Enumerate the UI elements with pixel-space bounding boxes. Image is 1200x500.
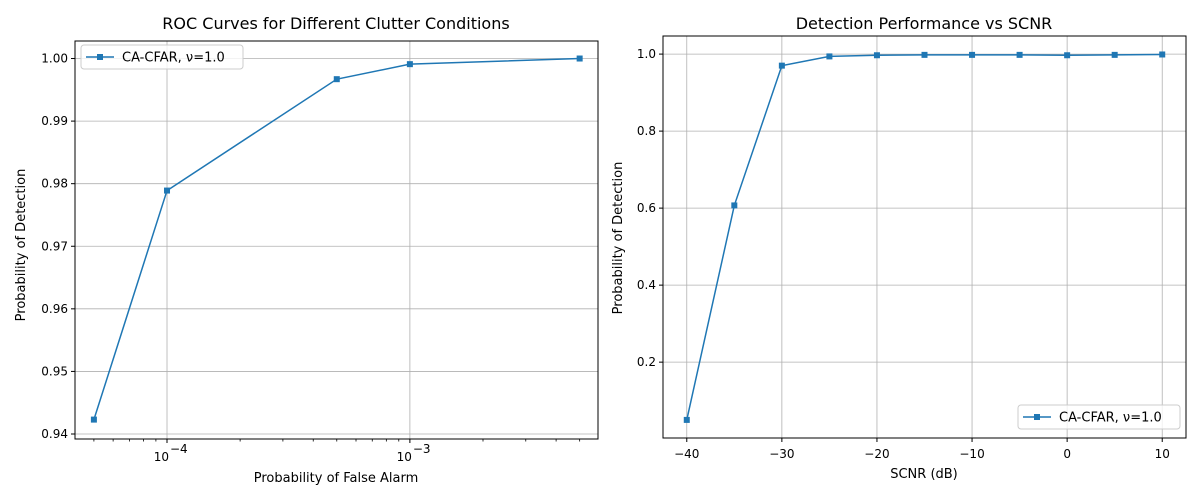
roc-x-tick-label: 10 xyxy=(154,450,169,464)
scnr-y-tick-label: 0.4 xyxy=(637,278,656,292)
roc-y-tick-label: 0.99 xyxy=(41,114,68,128)
roc-series xyxy=(90,55,583,423)
scnr-x-tick-label: −30 xyxy=(769,447,794,461)
roc-data-point xyxy=(333,76,340,83)
scnr-data-point xyxy=(683,416,690,423)
scnr-x-axis-label: SCNR (dB) xyxy=(890,467,958,482)
scnr-x-tick-label: −20 xyxy=(864,447,889,461)
scnr-x-tick-label: −10 xyxy=(959,447,984,461)
scnr-data-point xyxy=(1016,51,1023,58)
scnr-data-point xyxy=(921,51,928,58)
scnr-legend-box xyxy=(1017,404,1181,430)
roc-y-axis-label: Probability of Detection xyxy=(14,169,29,322)
roc-x-tick-exponent: −3 xyxy=(413,442,431,456)
scnr-y-tick-label: 0.8 xyxy=(637,124,656,138)
roc-chart: ROC Curves for Different Clutter Conditi… xyxy=(14,14,599,486)
scnr-axes-frame xyxy=(662,35,1187,439)
roc-y-tick-label: 0.98 xyxy=(41,177,68,191)
scnr-ticks: 0.2 0.4 0.6 0.8 1.0 −40 −30 −20 −10 0 10 xyxy=(637,47,1170,461)
scnr-data-point xyxy=(731,202,738,209)
scnr-data-point xyxy=(1111,51,1118,58)
roc-y-tick-label: 1.00 xyxy=(41,52,68,66)
scnr-legend-marker xyxy=(1034,414,1040,420)
roc-axes-frame xyxy=(74,40,599,440)
roc-data-point xyxy=(164,187,171,194)
roc-data-point xyxy=(576,55,583,62)
scnr-y-tick-label: 0.2 xyxy=(637,355,656,369)
roc-grid xyxy=(75,41,598,439)
roc-y-tick-label: 0.97 xyxy=(41,239,68,253)
roc-legend: CA-CFAR, ν=1.0 xyxy=(80,44,244,70)
roc-y-tick-label: 0.94 xyxy=(41,427,68,441)
scnr-legend-label: CA-CFAR, ν=1.0 xyxy=(1059,411,1162,426)
scnr-series xyxy=(683,51,1166,423)
roc-y-tick-label: 0.95 xyxy=(41,364,68,378)
roc-legend-marker xyxy=(97,54,103,60)
roc-legend-box xyxy=(80,44,244,70)
roc-data-point xyxy=(406,61,413,68)
roc-chart-title: ROC Curves for Different Clutter Conditi… xyxy=(162,14,509,33)
roc-x-tick-exponent: −4 xyxy=(170,442,188,456)
scnr-chart: Detection Performance vs SCNR SCNR (dB) … xyxy=(611,14,1187,482)
scnr-y-tick-label: 1.0 xyxy=(637,47,656,61)
roc-y-tick-label: 0.96 xyxy=(41,302,68,316)
roc-data-point xyxy=(90,416,97,423)
roc-x-axis-label: Probability of False Alarm xyxy=(254,471,419,486)
scnr-data-point xyxy=(969,51,976,58)
scnr-chart-title: Detection Performance vs SCNR xyxy=(796,14,1053,33)
roc-x-tick-label: 10 xyxy=(397,450,412,464)
scnr-x-tick-label: −40 xyxy=(674,447,699,461)
scnr-y-axis-label: Probability of Detection xyxy=(611,162,626,315)
scnr-data-point xyxy=(1064,52,1071,59)
scnr-data-point xyxy=(826,53,833,60)
scnr-data-point xyxy=(1159,51,1166,58)
roc-legend-label: CA-CFAR, ν=1.0 xyxy=(122,51,225,66)
scnr-legend: CA-CFAR, ν=1.0 xyxy=(1017,404,1181,430)
scnr-data-point xyxy=(873,52,880,59)
scnr-x-tick-label: 10 xyxy=(1155,447,1170,461)
scnr-x-tick-label: 0 xyxy=(1063,447,1071,461)
scnr-series-line xyxy=(686,53,1163,421)
scnr-y-tick-label: 0.6 xyxy=(637,201,656,215)
scnr-grid xyxy=(663,36,1186,438)
scnr-data-point xyxy=(778,62,785,69)
